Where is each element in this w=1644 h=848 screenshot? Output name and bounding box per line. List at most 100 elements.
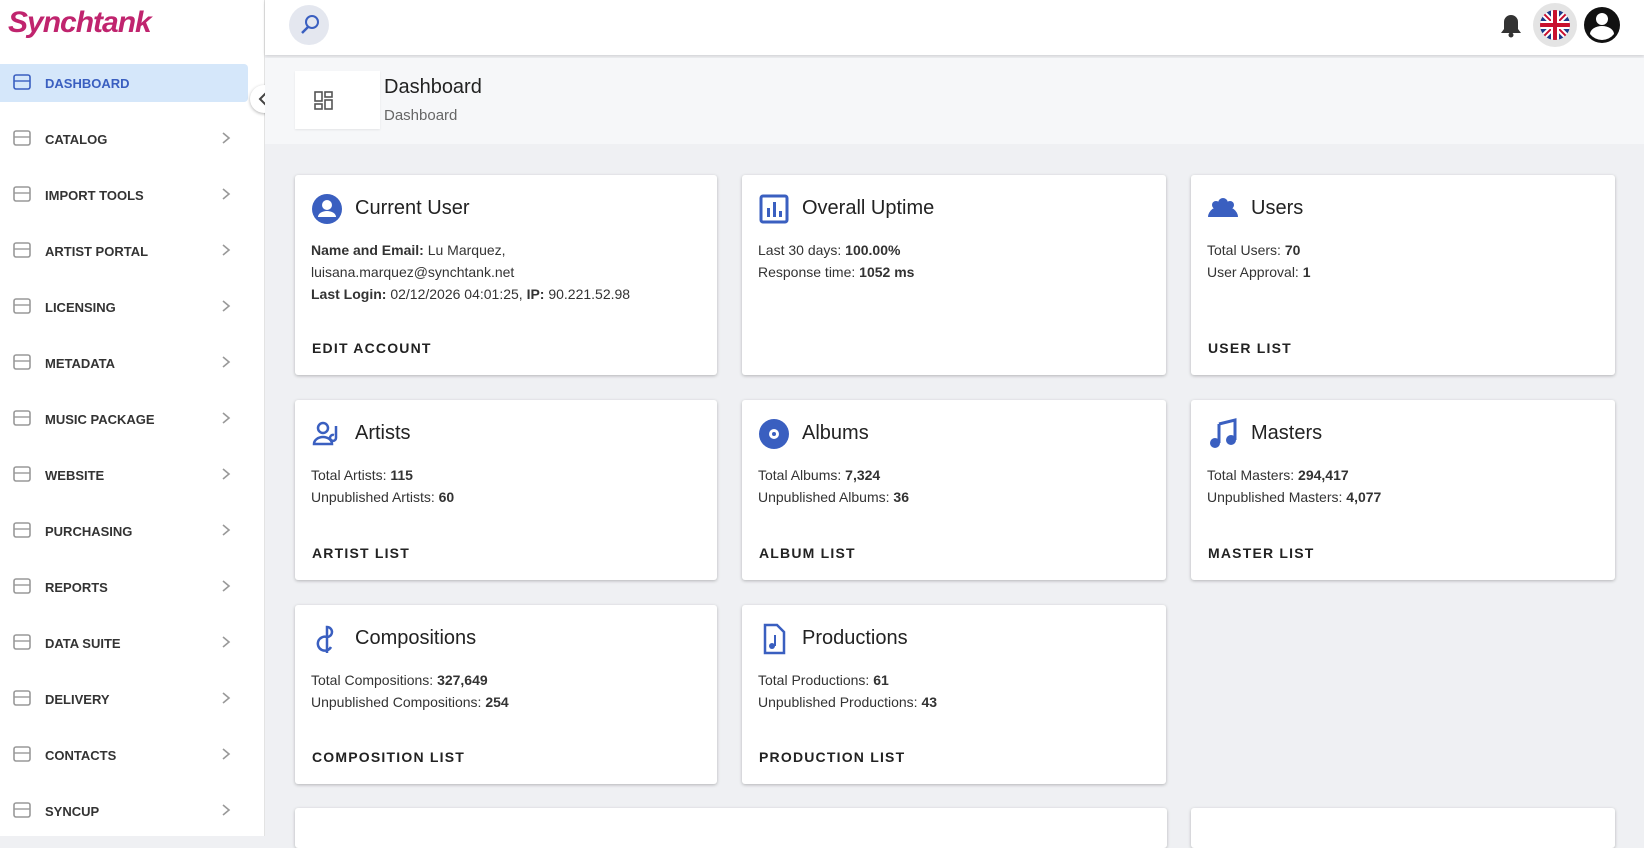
chevron	[222, 524, 231, 536]
nav-label: WEBSITE	[45, 468, 105, 483]
card-action[interactable]: ARTIST LIST	[312, 545, 410, 561]
card-line: Total Productions: 61	[758, 672, 889, 688]
chevron	[222, 804, 231, 816]
card-title: Compositions	[355, 627, 477, 649]
value: 294,417	[1298, 467, 1349, 483]
nav-item[interactable]: DELIVERY	[0, 680, 248, 718]
value: 327,649	[437, 672, 488, 688]
breadcrumb: Dashboard	[384, 107, 458, 124]
nav-label: CATALOG	[45, 132, 108, 147]
nav-label: METADATA	[45, 356, 116, 371]
nav-icon	[13, 522, 31, 538]
value: 61	[873, 672, 889, 688]
nav-item[interactable]: ARTIST PORTAL	[0, 232, 248, 270]
card-line: Total Masters: 294,417	[1207, 467, 1349, 483]
card-icon	[312, 194, 342, 224]
card-line: Total Compositions: 327,649	[311, 672, 488, 688]
card: Users Total Users: 70 User Approval: 1 USER…	[1191, 175, 1615, 375]
nav-label: PURCHASING	[45, 524, 133, 539]
page-header	[265, 58, 1644, 144]
chevron	[222, 244, 231, 256]
nav-icon	[13, 130, 31, 146]
nav-item[interactable]: MUSIC PACKAGE	[0, 400, 248, 438]
value: 36	[893, 489, 909, 505]
label: Unpublished Compositions:	[311, 694, 482, 710]
card-line: luisana.marquez@synchtank.net	[311, 264, 514, 280]
label: luisana.marquez@synchtank.net	[311, 264, 515, 280]
notifications[interactable]	[1501, 15, 1521, 38]
logo[interactable]: Synchtank	[8, 6, 152, 39]
search-icon-handle	[301, 26, 309, 34]
card-icon	[1210, 418, 1237, 448]
value: 1	[1302, 264, 1311, 280]
chevron	[222, 692, 231, 704]
card-title: Albums	[802, 422, 869, 444]
nav-label: IMPORT TOOLS	[45, 188, 144, 203]
card-line: Total Artists: 115	[311, 467, 413, 483]
card-icon	[312, 421, 338, 446]
nav-label: LICENSING	[45, 300, 116, 315]
chevron	[222, 748, 231, 760]
nav-item[interactable]: SYNCUP	[0, 792, 248, 830]
nav-item[interactable]: IMPORT TOOLS	[0, 176, 248, 214]
top-bar-icons	[289, 3, 1620, 47]
label: User Approval:	[1207, 264, 1299, 280]
nav-icon	[13, 746, 31, 762]
nav-item[interactable]: DATA SUITE	[0, 624, 248, 662]
page-title: Dashboard	[384, 76, 482, 98]
card: Masters Total Masters: 294,417 Unpublished…	[1191, 400, 1615, 580]
nav-item[interactable]: CATALOG	[0, 120, 248, 158]
sidebar: Synchtank DASHBOARD CATALOG IMPORT TOOLS AR…	[0, 0, 265, 836]
card-line: Unpublished Masters: 4,077	[1207, 489, 1381, 505]
card-title: Artists	[355, 422, 411, 444]
label: Total Albums:	[758, 467, 842, 483]
chevron	[222, 636, 231, 648]
card-title: Current User	[355, 197, 470, 219]
card-action[interactable]: PRODUCTION LIST	[759, 749, 906, 765]
card-icon	[759, 419, 789, 449]
value: IP:	[526, 286, 545, 302]
card-line: Unpublished Productions: 43	[758, 694, 937, 710]
nav-label: CONTACTS	[45, 748, 117, 763]
card-icon	[1208, 198, 1238, 217]
nav-item[interactable]: METADATA	[0, 344, 248, 382]
card-icon	[763, 623, 786, 655]
card-action[interactable]: MASTER LIST	[1208, 545, 1315, 561]
nav-label: DELIVERY	[45, 692, 110, 707]
card-partial	[1191, 808, 1615, 848]
nav-item[interactable]: REPORTS	[0, 568, 248, 606]
card-line: Name and Email: Lu Marquez,	[311, 242, 506, 258]
chevron	[222, 580, 231, 592]
value: Name and Email:	[311, 242, 424, 258]
card-action[interactable]: ALBUM LIST	[759, 545, 856, 561]
card-title: Productions	[802, 627, 908, 649]
nav-item[interactable]: DASHBOARD	[0, 64, 248, 102]
nav-item[interactable]: WEBSITE	[0, 456, 248, 494]
search-button[interactable]	[289, 5, 329, 45]
nav-item[interactable]: PURCHASING	[0, 512, 248, 550]
label: 02/12/2026 04:01:25,	[390, 286, 523, 302]
label: Unpublished Productions:	[758, 694, 918, 710]
value: 254	[485, 694, 509, 710]
card: Artists Total Artists: 115 Unpublished Art…	[295, 400, 717, 580]
card: Productions Total Productions: 61 Unpublis…	[742, 605, 1166, 784]
account[interactable]	[1584, 7, 1620, 43]
card: Compositions Total Compositions: 327,649 U…	[295, 605, 717, 784]
nav-item[interactable]: LICENSING	[0, 288, 248, 326]
card-action[interactable]: USER LIST	[1208, 340, 1292, 356]
value: Last Login:	[311, 286, 387, 302]
value: 60	[438, 489, 455, 505]
nav-item[interactable]: CONTACTS	[0, 736, 248, 774]
nav-icon	[13, 354, 31, 370]
nav-icon	[13, 690, 31, 706]
card-action[interactable]: EDIT ACCOUNT	[312, 340, 432, 356]
language-flag[interactable]	[1533, 3, 1577, 47]
label: Unpublished Masters:	[1207, 489, 1343, 505]
label: Response time:	[758, 264, 856, 280]
card-line: Last 30 days: 100.00%	[758, 242, 900, 258]
page-icon	[295, 71, 380, 129]
card-line: User Approval: 1	[1207, 264, 1311, 280]
card-action[interactable]: COMPOSITION LIST	[312, 749, 465, 765]
nav-icon	[13, 242, 31, 258]
